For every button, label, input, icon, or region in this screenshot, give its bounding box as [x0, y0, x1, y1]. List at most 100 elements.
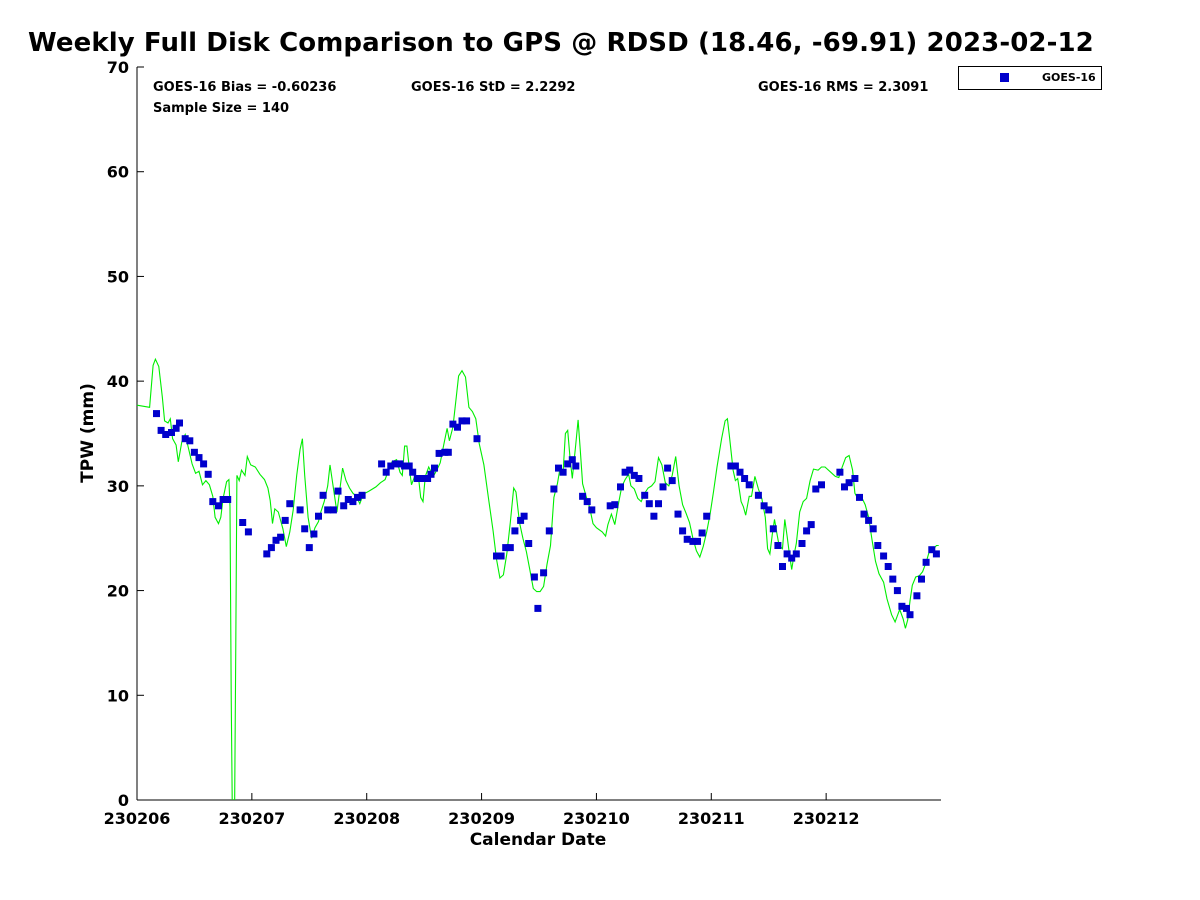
goes16-data-point: [807, 521, 815, 529]
y-axis-label: TPW (mm): [78, 383, 98, 483]
goes16-data-point: [449, 420, 457, 428]
gps-series-line: [137, 357, 939, 800]
goes16-data-point: [358, 491, 366, 499]
goes16-data-point: [903, 604, 910, 612]
goes16-data-point: [431, 464, 438, 472]
legend-label-goes16: GOES-16: [1042, 71, 1096, 84]
x-tick-label: 230211: [678, 809, 745, 828]
goes16-data-point: [162, 431, 170, 438]
goes16-data-point: [305, 544, 313, 552]
goes16-data-point: [856, 493, 863, 501]
goes16-data-point: [272, 536, 280, 544]
goes16-data-point: [157, 426, 165, 434]
goes16-data-point: [387, 462, 395, 470]
goes16-data-point: [511, 527, 519, 535]
goes16-data-point: [277, 533, 285, 541]
goes16-data-point: [860, 510, 868, 518]
goes16-data-point: [689, 537, 697, 545]
std-stat: GOES-16 StD = 2.2292: [411, 80, 576, 95]
goes16-data-point: [391, 460, 399, 468]
goes16-data-point: [774, 542, 782, 549]
goes16-data-point: [281, 516, 289, 524]
goes16-data-point: [922, 558, 930, 566]
y-tick-label: 70: [107, 58, 129, 77]
goes16-data-point: [493, 552, 500, 560]
goes16-data-point: [286, 500, 294, 508]
goes16-data-point: [344, 496, 352, 503]
goes16-data-point: [630, 471, 638, 479]
y-tick-label: 30: [107, 477, 129, 496]
goes16-data-point: [741, 475, 749, 482]
goes16-data-point: [215, 502, 222, 510]
goes16-data-point: [913, 592, 921, 600]
goes16-data-point: [517, 516, 525, 524]
goes16-data-point: [502, 544, 510, 552]
goes16-data-point: [454, 423, 461, 431]
goes16-data-point: [244, 528, 252, 536]
goes16-data-point: [176, 419, 183, 427]
goes16-data-point: [409, 468, 417, 476]
goes16-data-point: [583, 498, 591, 506]
goes16-data-point: [349, 498, 357, 506]
x-tick-label: 230212: [793, 809, 860, 828]
y-tick-label: 10: [107, 686, 129, 705]
goes16-data-point: [655, 500, 662, 508]
goes16-data-point: [645, 500, 653, 508]
goes16-data-point: [694, 537, 701, 545]
goes16-data-point: [181, 435, 189, 443]
legend-marker-goes16: [1000, 73, 1009, 82]
goes16-data-point: [267, 544, 275, 552]
goes16-data-point: [506, 544, 514, 552]
goes16-data-point: [354, 493, 361, 501]
goes16-data-point: [674, 510, 682, 518]
goes16-data-point: [765, 506, 773, 514]
y-tick-label: 20: [107, 582, 129, 601]
goes16-data-point: [525, 540, 533, 547]
goes16-data-point: [641, 491, 649, 499]
goes16-data-point: [186, 437, 194, 445]
goes16-data-point: [534, 604, 542, 612]
goes16-data-point: [679, 527, 687, 535]
goes16-data-point: [906, 611, 914, 619]
goes16-data-point: [783, 550, 791, 558]
goes16-data-point: [745, 481, 753, 489]
goes16-data-point: [812, 485, 820, 493]
x-tick-label: 230207: [218, 809, 285, 828]
goes16-data-point: [401, 462, 409, 470]
goes16-data-point: [418, 475, 426, 482]
goes16-data-point: [204, 470, 212, 478]
goes16-data-point: [635, 475, 643, 482]
goes16-data-point: [889, 575, 897, 583]
goes16-data-point: [703, 512, 711, 520]
goes16-data-point: [754, 491, 762, 499]
chart-title: Weekly Full Disk Comparison to GPS @ RDS…: [28, 28, 1094, 58]
goes16-data-point: [932, 550, 940, 558]
legend: GOES-16: [958, 66, 1102, 90]
goes16-data-point: [555, 464, 562, 472]
goes16-data-point: [319, 491, 327, 499]
goes16-data-point: [301, 525, 309, 533]
goes16-data-point: [874, 542, 882, 549]
goes16-data-point: [606, 502, 614, 510]
goes16-data-point: [378, 460, 386, 468]
goes16-data-point: [698, 529, 706, 537]
goes16-data-point: [841, 483, 848, 491]
goes16-data-point: [296, 506, 304, 514]
goes16-data-point: [424, 475, 432, 482]
goes16-data-point: [626, 466, 634, 474]
goes16-data-point: [617, 483, 624, 491]
goes16-data-point: [463, 417, 471, 425]
goes16-data-point: [918, 575, 925, 583]
goes16-data-point: [668, 477, 676, 485]
goes16-data-point: [880, 552, 888, 560]
y-tick-label: 0: [118, 791, 129, 810]
goes16-data-point: [340, 502, 348, 510]
goes16-data-point: [435, 449, 443, 457]
goes16-data-point: [884, 563, 892, 570]
goes16-data-point: [168, 429, 175, 436]
goes16-data-point: [650, 512, 658, 520]
goes16-data-point: [865, 516, 873, 524]
x-axis-label: Calendar Date: [469, 830, 607, 850]
goes16-data-point: [736, 468, 744, 476]
